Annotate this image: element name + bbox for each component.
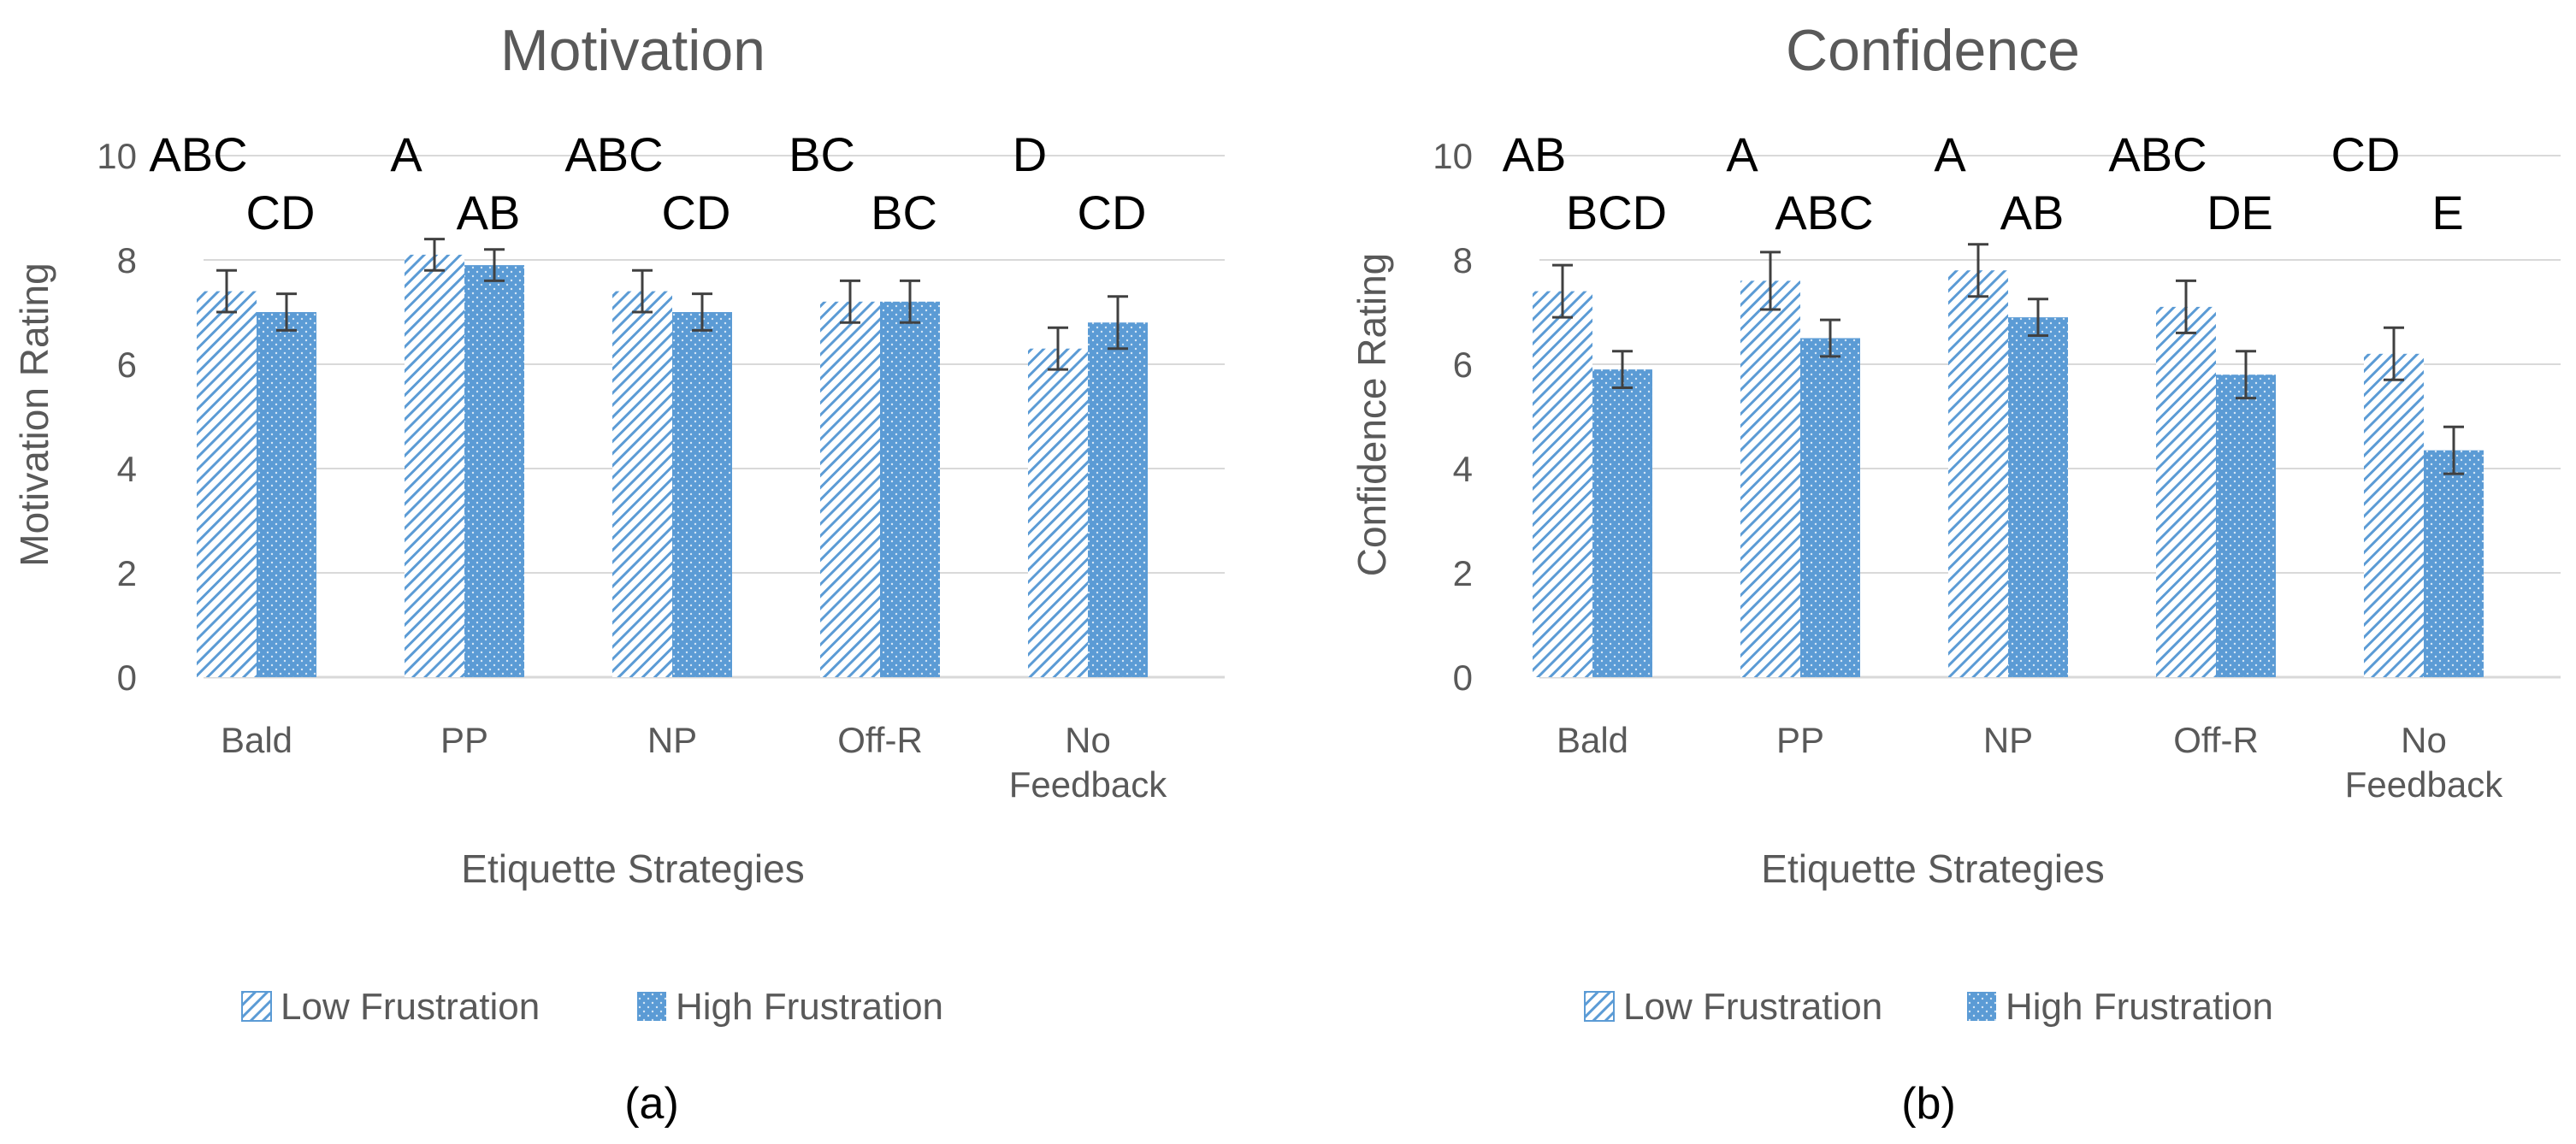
significance-letters: CD [662, 186, 731, 239]
bar-high-frustration [2008, 317, 2068, 677]
significance-letters: BCD [1566, 186, 1667, 239]
significance-letters: ABC [1775, 186, 1873, 239]
y-tick-label: 0 [1453, 658, 1473, 698]
y-tick-label: 2 [1453, 553, 1473, 593]
x-tick-label: PP [440, 720, 488, 760]
significance-letters: CD [2331, 127, 2401, 181]
bar-low-frustration [1948, 270, 2008, 677]
y-tick-label: 10 [97, 136, 137, 176]
legend-label-high: High Frustration [2006, 986, 2273, 1028]
legend-label-low: Low Frustration [1623, 986, 1882, 1028]
bar-high-frustration [1088, 322, 1148, 677]
significance-letters: DE [2207, 186, 2273, 239]
chart-title: Motivation [500, 18, 765, 83]
bar-high-frustration [257, 312, 316, 677]
y-axis-label: Motivation Rating [12, 262, 56, 566]
x-axis-label: Etiquette Strategies [1761, 846, 2104, 891]
significance-letters: AB [1503, 127, 1567, 181]
y-tick-label: 8 [1453, 240, 1473, 280]
legend: Low Frustration High Frustration [1584, 986, 2273, 1028]
significance-letters: CD [1078, 186, 1147, 239]
y-tick-label: 4 [1453, 449, 1473, 489]
bar-high-frustration [1800, 338, 1860, 677]
significance-letters: BC [789, 127, 855, 181]
y-tick-label: 4 [117, 449, 137, 489]
legend-swatch-low [1584, 991, 1615, 1022]
bar-low-frustration [1533, 291, 1592, 677]
y-tick-label: 0 [117, 658, 137, 698]
significance-letters: ABC [564, 127, 663, 181]
bar-low-frustration [2156, 306, 2216, 677]
significance-letters: D [1013, 127, 1047, 181]
x-tick-label: No Feedback [2345, 720, 2503, 805]
y-tick-label: 6 [1453, 345, 1473, 385]
x-tick-label: NP [1983, 720, 2033, 760]
significance-letters: AB [2000, 186, 2065, 239]
bar-high-frustration [2216, 374, 2276, 677]
y-tick-label: 2 [117, 553, 137, 593]
y-tick-label: 6 [117, 345, 137, 385]
legend-label-high: High Frustration [676, 986, 943, 1028]
y-tick-label: 10 [1433, 136, 1473, 176]
significance-letters: CD [246, 186, 316, 239]
x-tick-label: No Feedback [1009, 720, 1167, 805]
motivation-chart: Motivation Etiquette Strategies Motivati… [12, 18, 1225, 1129]
bar-low-frustration [820, 301, 880, 677]
x-tick-label: NP [647, 720, 697, 760]
significance-letters: A [1934, 127, 1966, 181]
bar-high-frustration [2424, 450, 2484, 677]
significance-letters: E [2431, 186, 2463, 239]
panel-caption: (a) [624, 1079, 679, 1129]
significance-letters: AB [457, 186, 521, 239]
legend-label-low: Low Frustration [281, 986, 540, 1028]
x-axis-label: Etiquette Strategies [461, 846, 804, 891]
significance-letters: A [390, 127, 422, 181]
x-tick-label: Bald [1557, 720, 1628, 760]
x-tick-label: Bald [221, 720, 292, 760]
panel-caption: (b) [1901, 1079, 1956, 1129]
bar-low-frustration [612, 291, 672, 677]
bar-low-frustration [2364, 353, 2424, 677]
bar-low-frustration [405, 254, 464, 677]
significance-letters: A [1726, 127, 1758, 181]
bar-low-frustration [1740, 280, 1800, 677]
confidence-chart: Confidence Etiquette Strategies Confiden… [1350, 18, 2561, 1129]
bar-high-frustration [1592, 369, 1652, 677]
x-tick-label: Off-R [2173, 720, 2259, 760]
y-axis-label: Confidence Rating [1350, 253, 1394, 576]
significance-letters: ABC [149, 127, 247, 181]
legend-swatch-low [241, 991, 272, 1022]
bar-high-frustration [880, 301, 940, 677]
y-tick-label: 8 [117, 240, 137, 280]
bar-low-frustration [1028, 348, 1088, 677]
significance-letters: ABC [2108, 127, 2207, 181]
bar-high-frustration [464, 265, 524, 677]
legend-swatch-high [637, 992, 666, 1021]
significance-letters: BC [871, 186, 937, 239]
chart-title: Confidence [1786, 18, 2080, 83]
legend-swatch-high [1967, 992, 1996, 1021]
x-tick-label: Off-R [837, 720, 923, 760]
x-tick-label: PP [1776, 720, 1824, 760]
bar-low-frustration [197, 291, 257, 677]
legend: Low Frustration High Frustration [241, 986, 943, 1028]
bar-high-frustration [672, 312, 732, 677]
